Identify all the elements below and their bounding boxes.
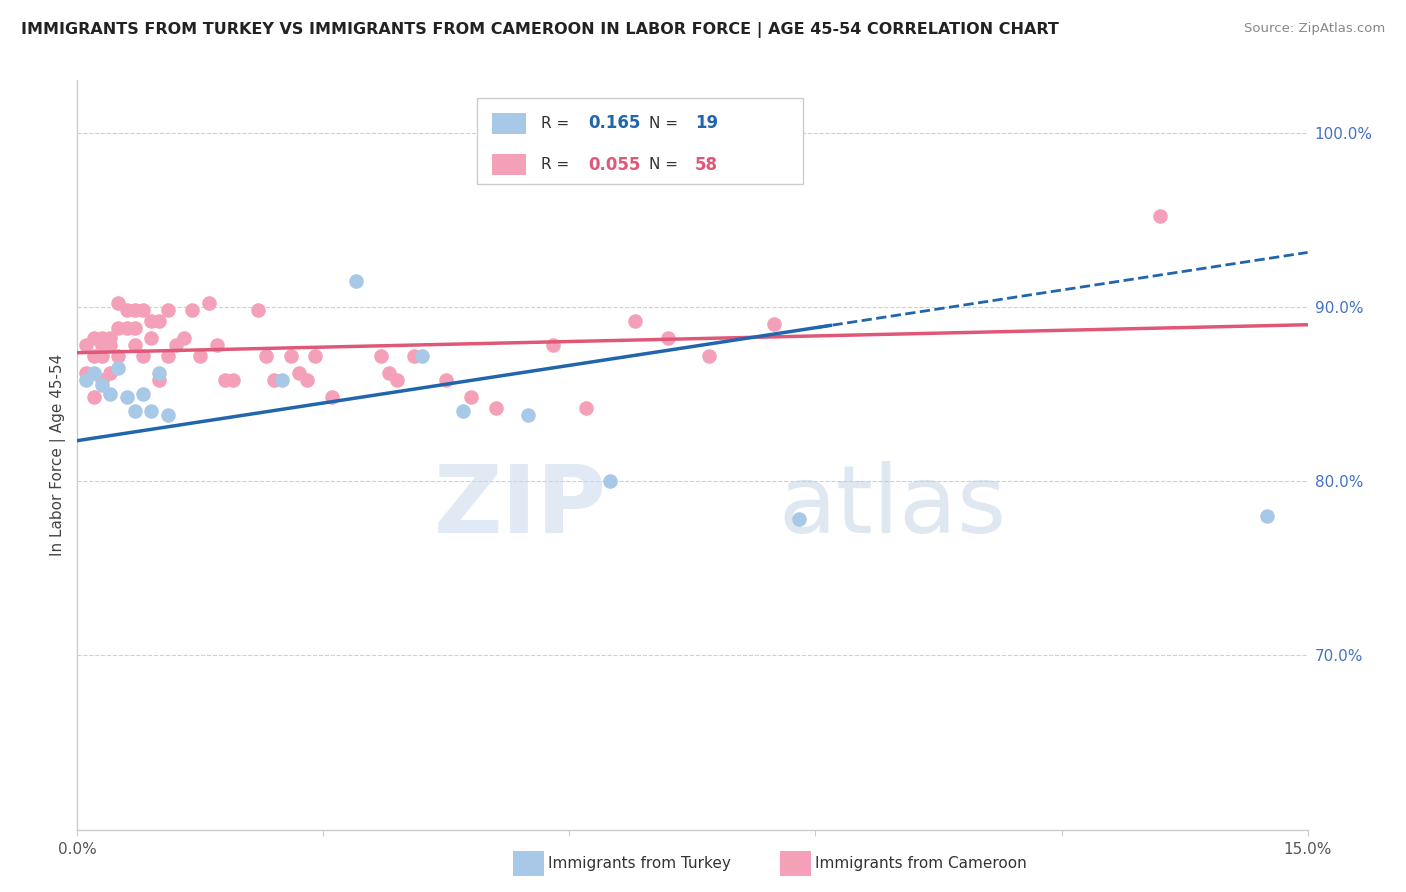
Point — [205, 338, 228, 352]
Point — [107, 349, 129, 363]
Point — [1256, 508, 1278, 523]
Text: R =: R = — [541, 116, 574, 131]
Point — [460, 391, 482, 405]
Point — [787, 512, 810, 526]
Text: 0.165: 0.165 — [588, 114, 640, 132]
Point — [115, 391, 138, 405]
Point — [156, 349, 179, 363]
Point — [385, 373, 409, 387]
Text: Immigrants from Turkey: Immigrants from Turkey — [548, 856, 731, 871]
Point — [141, 331, 163, 345]
Point — [124, 338, 146, 352]
Point — [1149, 209, 1171, 223]
Point — [321, 391, 343, 405]
Point — [148, 373, 170, 387]
FancyBboxPatch shape — [492, 113, 526, 134]
Point — [115, 303, 138, 318]
Point — [451, 404, 474, 418]
Point — [624, 314, 647, 328]
Text: N =: N = — [650, 157, 683, 172]
Point — [575, 401, 598, 415]
Point — [141, 404, 163, 418]
Point — [90, 338, 114, 352]
Text: N =: N = — [650, 116, 683, 131]
Point — [246, 303, 269, 318]
Point — [132, 387, 155, 401]
Point — [107, 320, 129, 334]
Point — [124, 320, 146, 334]
Point — [763, 317, 786, 331]
Point — [124, 404, 146, 418]
Point — [115, 320, 138, 334]
Point — [411, 349, 433, 363]
Point — [263, 373, 285, 387]
Point — [254, 349, 277, 363]
Point — [295, 373, 318, 387]
FancyBboxPatch shape — [477, 97, 803, 184]
Point — [83, 366, 105, 380]
Text: R =: R = — [541, 157, 574, 172]
Point — [75, 338, 97, 352]
Point — [280, 349, 302, 363]
Point — [173, 331, 195, 345]
Point — [156, 303, 179, 318]
Point — [124, 303, 146, 318]
Point — [402, 349, 425, 363]
Point — [148, 314, 170, 328]
Point — [222, 373, 245, 387]
Text: Immigrants from Cameroon: Immigrants from Cameroon — [815, 856, 1028, 871]
Point — [657, 331, 679, 345]
Point — [214, 373, 236, 387]
Point — [98, 387, 121, 401]
Point — [344, 274, 367, 288]
Point — [90, 378, 114, 392]
Point — [141, 314, 163, 328]
Point — [271, 373, 294, 387]
Y-axis label: In Labor Force | Age 45-54: In Labor Force | Age 45-54 — [51, 354, 66, 556]
Point — [304, 349, 326, 363]
Point — [107, 296, 129, 310]
Point — [83, 349, 105, 363]
Point — [599, 474, 621, 488]
Point — [165, 338, 187, 352]
Point — [98, 338, 121, 352]
Point — [75, 366, 97, 380]
Point — [107, 360, 129, 375]
Point — [697, 349, 720, 363]
Point — [90, 349, 114, 363]
Point — [98, 366, 121, 380]
Point — [436, 373, 458, 387]
Text: 0.055: 0.055 — [588, 156, 640, 174]
Point — [188, 349, 212, 363]
Text: 19: 19 — [695, 114, 718, 132]
Point — [181, 303, 204, 318]
Point — [370, 349, 392, 363]
Text: IMMIGRANTS FROM TURKEY VS IMMIGRANTS FROM CAMEROON IN LABOR FORCE | AGE 45-54 CO: IMMIGRANTS FROM TURKEY VS IMMIGRANTS FRO… — [21, 22, 1059, 38]
Point — [148, 366, 170, 380]
Point — [83, 391, 105, 405]
Point — [156, 408, 179, 422]
FancyBboxPatch shape — [492, 154, 526, 175]
Point — [378, 366, 401, 380]
Text: atlas: atlas — [779, 461, 1007, 553]
Point — [132, 303, 155, 318]
Point — [484, 401, 508, 415]
Point — [90, 373, 114, 387]
Point — [288, 366, 311, 380]
Point — [517, 408, 540, 422]
Text: ZIP: ZIP — [433, 461, 606, 553]
Text: Source: ZipAtlas.com: Source: ZipAtlas.com — [1244, 22, 1385, 36]
Point — [197, 296, 219, 310]
Point — [83, 331, 105, 345]
Point — [75, 373, 97, 387]
Point — [541, 338, 564, 352]
Point — [132, 349, 155, 363]
Text: 58: 58 — [695, 156, 718, 174]
Point — [90, 331, 114, 345]
Point — [98, 331, 121, 345]
